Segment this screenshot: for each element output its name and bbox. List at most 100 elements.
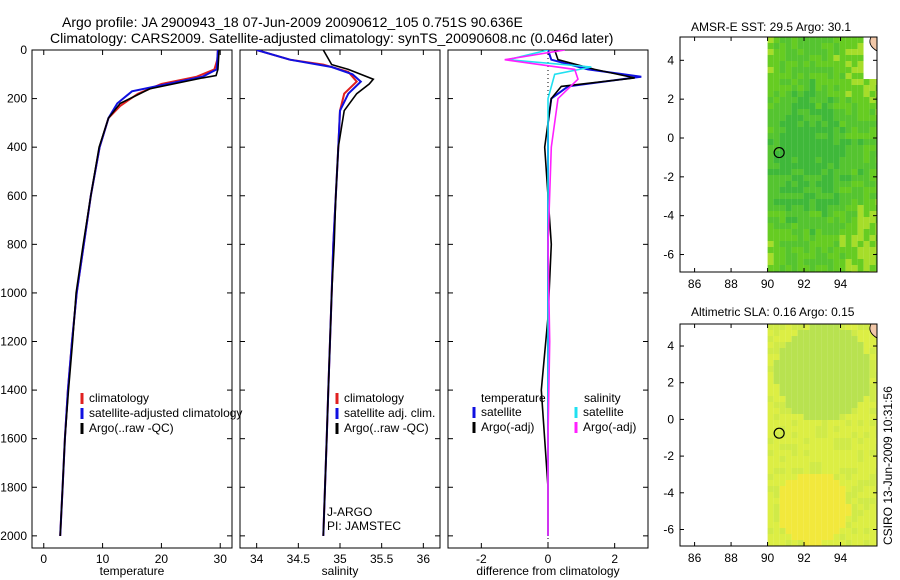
sla-map-cell — [797, 348, 804, 354]
sla-map-cell — [779, 438, 786, 444]
sla-map-cell — [833, 408, 840, 414]
sla-map-cell — [821, 330, 828, 336]
temp-xlabel: temperature — [100, 564, 165, 578]
sst-map-cell — [803, 265, 810, 271]
sst-map-cell — [863, 223, 870, 229]
sla-map-cell — [767, 414, 774, 420]
sla-map-cell — [839, 336, 846, 342]
sla-map-cell — [809, 444, 816, 450]
sla-map-ytick-label: 0 — [667, 412, 674, 426]
sla-map-cell — [827, 438, 834, 444]
sst-map-cell — [809, 175, 816, 181]
sla-map-cell — [791, 324, 798, 330]
sst-map-cell — [773, 229, 780, 235]
sst-map-cell — [809, 139, 816, 145]
sst-map-cell — [833, 103, 840, 109]
sla-map-cell — [791, 354, 798, 360]
sla-map-cell — [773, 354, 780, 360]
sst-map-cell — [875, 229, 877, 235]
sla-map-cell — [779, 468, 786, 474]
sst-map-cell — [815, 85, 822, 91]
sst-map-cell — [803, 187, 810, 193]
sla-map-cell — [821, 462, 828, 468]
sst-map-cell — [791, 85, 798, 91]
sst-map-cell — [839, 145, 846, 151]
sla-map-cell — [809, 330, 816, 336]
sst-map-cell — [809, 241, 816, 247]
sst-map-cell — [851, 115, 858, 121]
sst-map-cell — [803, 205, 810, 211]
sst-map-cell — [869, 241, 876, 247]
sla-map-cell — [767, 324, 774, 330]
sst-map-cell — [857, 241, 864, 247]
sla-map-cell — [863, 372, 870, 378]
sst-map-cell — [809, 181, 816, 187]
sla-map-cell — [833, 324, 840, 330]
sst-map-cell — [839, 241, 846, 247]
sla-map-cell — [839, 456, 846, 462]
sst-map-cell — [797, 253, 804, 259]
sst-map-cell — [869, 73, 876, 79]
temp-ytick-label: 1200 — [0, 335, 27, 349]
sst-map-cell — [785, 49, 792, 55]
sst-map-cell — [875, 205, 877, 211]
sla-map-cell — [791, 504, 798, 510]
sla-map-cell — [797, 384, 804, 390]
sla-map-cell — [767, 492, 774, 498]
sst-map-cell — [809, 97, 816, 103]
sst-map-cell — [803, 73, 810, 79]
sst-map-cell — [773, 109, 780, 115]
sla-map-cell — [863, 432, 870, 438]
sst-map-cell — [809, 247, 816, 253]
sst-map-cell — [845, 253, 852, 259]
sla-map-cell — [821, 384, 828, 390]
sst-map-cell — [821, 265, 828, 271]
sst-map-cell — [821, 229, 828, 235]
sla-map-cell — [845, 540, 852, 546]
sla-map-cell — [797, 492, 804, 498]
sla-map-cell — [845, 372, 852, 378]
sst-map-cell — [779, 145, 786, 151]
sst-map-cell — [851, 181, 858, 187]
sal-annotation-jargo: J-ARGO — [327, 505, 372, 519]
sst-map-cell — [851, 223, 858, 229]
temp-axes-frame — [31, 49, 233, 549]
sla-map-cell — [869, 462, 876, 468]
sst-map-cell — [779, 211, 786, 217]
sla-map-cell — [857, 408, 864, 414]
sst-map-cell — [845, 247, 852, 253]
sla-map-cell — [779, 414, 786, 420]
sla-map-cell — [875, 510, 877, 516]
sst-map-cell — [785, 127, 792, 133]
sst-map-cell — [821, 139, 828, 145]
sla-map-cell — [851, 336, 858, 342]
sst-argo-marker — [773, 146, 785, 159]
sla-map-cell — [773, 336, 780, 342]
sla-map-cell — [767, 402, 774, 408]
sst-map-cell — [857, 259, 864, 265]
sst-map-cell — [857, 163, 864, 169]
sla-map-cell — [779, 480, 786, 486]
sla-map-cell — [845, 486, 852, 492]
sst-map-cell — [857, 91, 864, 97]
sst-map-cell — [797, 199, 804, 205]
sst-map-cell — [827, 127, 834, 133]
sst-map-cell — [821, 67, 828, 73]
sst-map-cell — [875, 91, 877, 97]
sla-map-cell — [845, 450, 852, 456]
sla-map-cell — [827, 468, 834, 474]
sst-map-cell — [833, 85, 840, 91]
sst-map-cell — [839, 169, 846, 175]
sla-map-cell — [827, 450, 834, 456]
sst-map-cell — [863, 169, 870, 175]
sla-map-cell — [851, 456, 858, 462]
sst-map-cell — [803, 235, 810, 241]
sla-map-cell — [785, 432, 792, 438]
sla-map-xtick-label: 94 — [834, 551, 848, 565]
sla-map-cell — [773, 360, 780, 366]
sst-map-cell — [869, 181, 876, 187]
sst-map-cell — [839, 223, 846, 229]
sla-map-cell — [791, 336, 798, 342]
sla-map-cell — [797, 426, 804, 432]
sal-xtick-label: 36 — [417, 552, 431, 566]
